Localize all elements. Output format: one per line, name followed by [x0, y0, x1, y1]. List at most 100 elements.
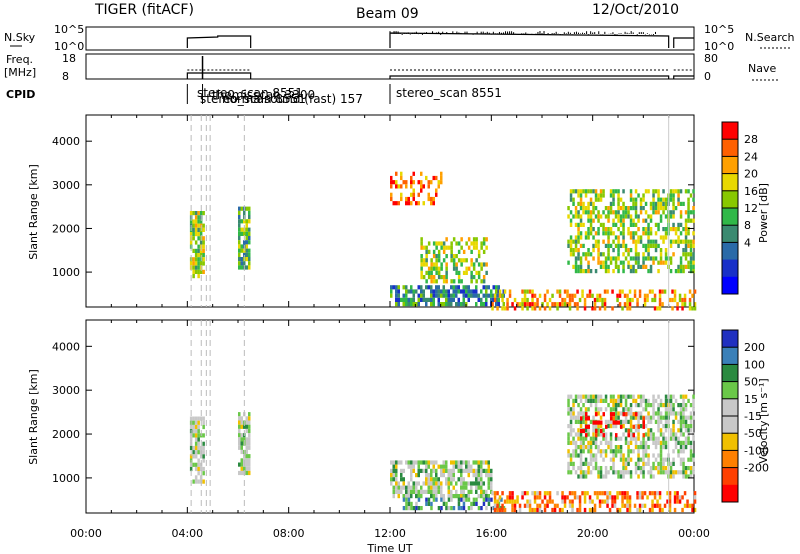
range-gate-cell — [587, 445, 590, 450]
range-gate-cell — [679, 470, 683, 475]
range-gate-cell — [609, 193, 613, 198]
range-gate-cell — [400, 192, 403, 197]
range-gate-cell — [637, 235, 640, 240]
range-gate-cell — [637, 474, 640, 479]
range-gate-cell — [480, 464, 483, 469]
range-gate-cell — [420, 254, 423, 259]
range-gate-cell — [543, 495, 547, 500]
range-gate-cell — [629, 419, 633, 424]
range-gate-cell — [440, 266, 443, 271]
range-gate-cell — [518, 503, 522, 508]
range-gate-cell — [642, 407, 645, 412]
range-gate-cell — [659, 419, 663, 424]
range-gate-cell — [425, 460, 428, 465]
range-gate-cell — [617, 470, 620, 475]
range-gate-cell — [192, 257, 195, 262]
range-gate-cell — [462, 289, 465, 294]
range-gate-cell — [392, 180, 395, 185]
range-gate-cell — [410, 175, 413, 181]
range-gate-cell — [587, 235, 590, 240]
range-gate-cell — [470, 241, 473, 246]
range-gate-cell — [644, 256, 648, 261]
range-gate-cell — [624, 256, 628, 261]
nsky-trace — [186, 31, 694, 48]
range-gate-cell — [243, 454, 246, 459]
range-gate-cell — [435, 254, 438, 259]
range-gate-cell — [689, 457, 693, 462]
range-gate-cell — [407, 497, 411, 502]
range-gate-cell — [658, 306, 662, 311]
range-gate-cell — [248, 252, 251, 257]
range-gate-cell — [238, 445, 241, 450]
range-gate-cell — [662, 403, 665, 408]
range-gate-cell — [631, 297, 634, 303]
range-gate-cell — [612, 218, 615, 223]
range-gate-cell — [639, 470, 643, 475]
range-gate-cell — [602, 433, 605, 438]
range-gate-cell — [238, 240, 241, 245]
range-gate-cell — [664, 403, 668, 408]
range-gate-cell — [569, 407, 573, 412]
range-gate-cell — [642, 424, 645, 429]
range-gate-cell — [647, 248, 650, 253]
range-gate-cell — [600, 428, 603, 434]
range-gate-cell — [248, 265, 251, 270]
range-gate-cell — [654, 189, 658, 194]
range-gate-cell — [528, 503, 532, 508]
range-gate-cell — [682, 398, 685, 403]
range-gate-cell — [637, 218, 640, 223]
range-gate-cell — [587, 227, 590, 232]
range-gate-cell — [664, 231, 668, 236]
range-gate-cell — [588, 499, 592, 504]
range-gate-cell — [607, 256, 610, 261]
range-gate-cell — [637, 411, 640, 416]
range-gate-cell — [430, 501, 433, 506]
range-gate-cell — [197, 420, 200, 425]
range-gate-cell — [420, 460, 423, 465]
range-gate-cell — [659, 248, 663, 253]
range-gate-cell — [653, 495, 657, 500]
range-gate-cell — [638, 503, 642, 508]
range-gate-cell — [501, 491, 504, 496]
range-gate-cell — [644, 424, 648, 429]
range-gate-cell — [455, 464, 458, 469]
range-gate-cell — [604, 260, 608, 265]
range-gate-cell — [392, 489, 395, 494]
range-gate-cell — [447, 293, 450, 298]
range-gate-cell — [445, 302, 448, 307]
range-gate-cell — [245, 265, 248, 270]
range-gate-cell — [427, 275, 431, 280]
range-gate-cell — [626, 495, 629, 500]
range-gate-cell — [676, 302, 679, 307]
range-gate-cell — [425, 175, 428, 181]
range-gate-cell — [662, 235, 665, 240]
range-gate-cell — [202, 223, 205, 228]
range-gate-cell — [572, 189, 575, 194]
range-gate-cell — [687, 264, 690, 269]
range-gate-cell — [629, 411, 633, 416]
range-gate-cell — [684, 424, 688, 429]
range-gate-cell — [460, 468, 463, 473]
range-gate-cell — [430, 506, 433, 511]
range-gate-cell — [622, 407, 625, 412]
range-gate-cell — [197, 441, 200, 446]
range-gate-cell — [445, 254, 448, 259]
range-gate-cell — [482, 497, 486, 502]
range-gate-cell — [435, 473, 438, 478]
range-gate-cell — [692, 189, 695, 194]
range-gate-cell — [455, 293, 458, 298]
range-gate-cell — [202, 445, 205, 451]
range-gate-cell — [546, 289, 549, 294]
range-gate-cell — [194, 219, 198, 224]
range-gate-cell — [679, 256, 683, 261]
range-gate-cell — [592, 248, 595, 253]
range-gate-cell — [592, 243, 595, 248]
range-gate-cell — [687, 436, 690, 441]
range-gate-cell — [480, 473, 483, 478]
range-gate-cell — [597, 420, 600, 425]
range-gate-cell — [526, 499, 529, 504]
range-gate-cell — [652, 415, 655, 420]
range-gate-cell — [581, 289, 584, 294]
range-gate-cell — [688, 302, 692, 307]
range-gate-cell — [574, 264, 578, 269]
